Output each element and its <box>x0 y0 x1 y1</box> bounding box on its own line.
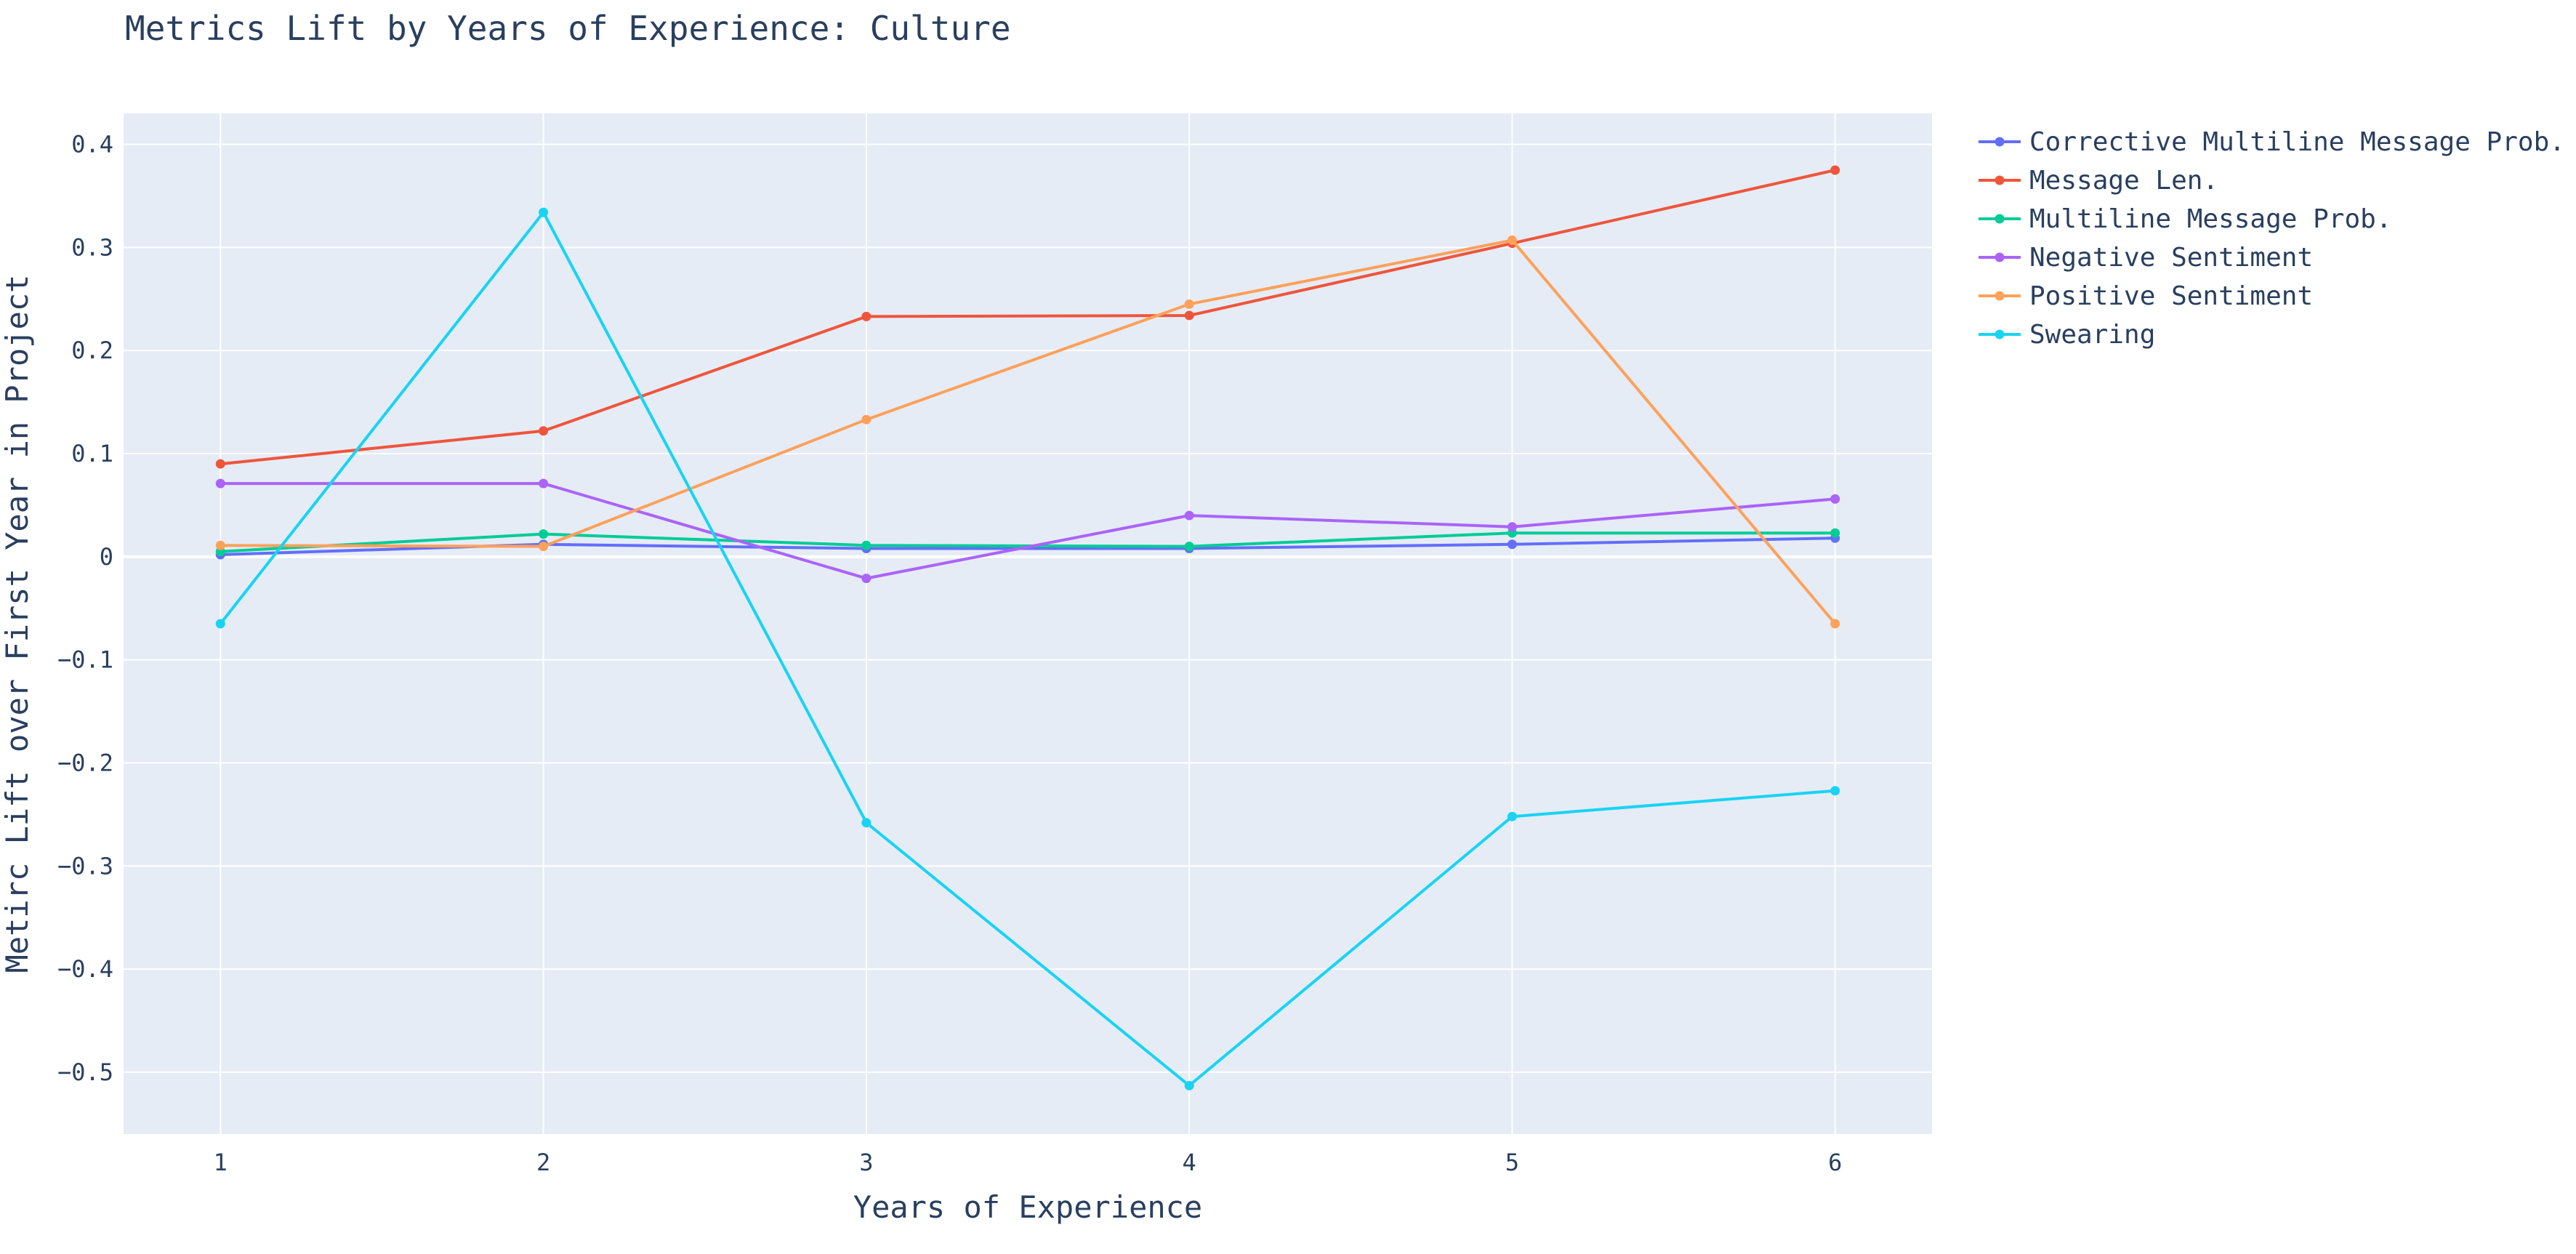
legend-marker <box>1995 137 2005 147</box>
legend-item[interactable]: Negative Sentiment <box>1979 243 2313 273</box>
data-point <box>539 542 549 552</box>
x-tick-label: 3 <box>859 1149 873 1176</box>
data-point <box>1507 811 1517 821</box>
data-point <box>861 574 872 584</box>
x-tick-label: 2 <box>536 1149 550 1176</box>
data-point <box>1184 542 1194 552</box>
y-axis-title: Metirc Lift over First Year in Project <box>0 275 35 973</box>
data-point <box>215 459 225 469</box>
x-tick-label: 6 <box>1828 1149 1842 1176</box>
legend-marker <box>1995 214 2005 224</box>
series-5 <box>215 207 1840 1090</box>
data-point <box>1184 310 1194 321</box>
data-point <box>1830 165 1840 175</box>
series-line <box>220 238 1837 625</box>
y-tick-label: 0.2 <box>71 337 113 364</box>
data-point <box>539 207 549 217</box>
data-point <box>861 311 872 321</box>
data-point <box>1184 510 1194 521</box>
x-tick-label: 1 <box>214 1149 228 1176</box>
x-axis-title: Years of Experience <box>853 1189 1202 1225</box>
chart-title: Metrics Lift by Years of Experience: Cul… <box>125 9 1011 48</box>
series-line <box>219 211 1835 1088</box>
y-tick-label: 0.4 <box>71 131 113 158</box>
legend-label: Negative Sentiment <box>2029 243 2313 273</box>
data-point <box>1830 619 1840 629</box>
data-point <box>1830 528 1840 538</box>
series-4 <box>215 235 1840 629</box>
x-tick-label: 4 <box>1183 1149 1196 1176</box>
data-point <box>1507 522 1517 532</box>
series-line <box>220 169 1836 466</box>
data-point <box>539 478 549 489</box>
legend-label: Multiline Message Prob. <box>2029 204 2392 234</box>
series-3 <box>215 478 1840 584</box>
data-point <box>861 818 872 828</box>
data-point <box>1184 1080 1194 1090</box>
series-1 <box>215 165 1840 469</box>
data-point <box>1830 786 1840 796</box>
y-tick-label: −0.2 <box>57 749 113 776</box>
data-point <box>861 540 872 550</box>
data-point <box>539 426 549 436</box>
y-tick-label: −0.3 <box>57 852 113 880</box>
legend-item[interactable]: Multiline Message Prob. <box>1979 204 2392 234</box>
data-point <box>215 478 225 489</box>
x-axis-ticks: 1 2 3 4 5 6 <box>214 1149 1843 1176</box>
series-line <box>220 482 1835 580</box>
legend-label: Message Len. <box>2029 166 2218 196</box>
data-point <box>861 414 872 425</box>
y-tick-label: 0 <box>100 543 113 571</box>
data-point <box>1830 494 1840 504</box>
legend: Corrective Multiline Message Prob. Messag… <box>1979 127 2565 350</box>
legend-label: Swearing <box>2029 320 2155 350</box>
x-tick-label: 5 <box>1505 1149 1519 1176</box>
data-point <box>215 619 225 629</box>
legend-marker <box>1995 252 2005 262</box>
legend-item[interactable]: Swearing <box>1979 320 2155 350</box>
legend-label: Corrective Multiline Message Prob. <box>2029 127 2565 157</box>
y-axis-ticks: 0.4 0.3 0.2 0.1 0 −0.1 −0.2 −0.3 −0.4 −0.5 <box>57 131 113 1086</box>
legend-marker <box>1995 291 2005 301</box>
y-tick-label: 0.3 <box>71 233 113 261</box>
data-point <box>539 529 549 539</box>
y-tick-label: −0.4 <box>57 955 113 983</box>
legend-label: Positive Sentiment <box>2029 281 2313 311</box>
legend-item[interactable]: Message Len. <box>1979 166 2218 196</box>
legend-marker <box>1995 329 2005 339</box>
data-point <box>1507 539 1517 550</box>
legend-item[interactable]: Corrective Multiline Message Prob. <box>1979 127 2565 157</box>
legend-item[interactable]: Positive Sentiment <box>1979 281 2313 311</box>
y-tick-label: 0.1 <box>71 440 113 467</box>
data-point <box>1184 299 1194 309</box>
y-tick-label: −0.1 <box>57 646 113 674</box>
data-point <box>1507 235 1517 245</box>
plot-area <box>124 113 1932 1134</box>
y-tick-label: −0.5 <box>57 1058 113 1086</box>
legend-marker <box>1995 175 2005 185</box>
data-point <box>215 540 225 550</box>
series-lines <box>215 165 1840 1090</box>
